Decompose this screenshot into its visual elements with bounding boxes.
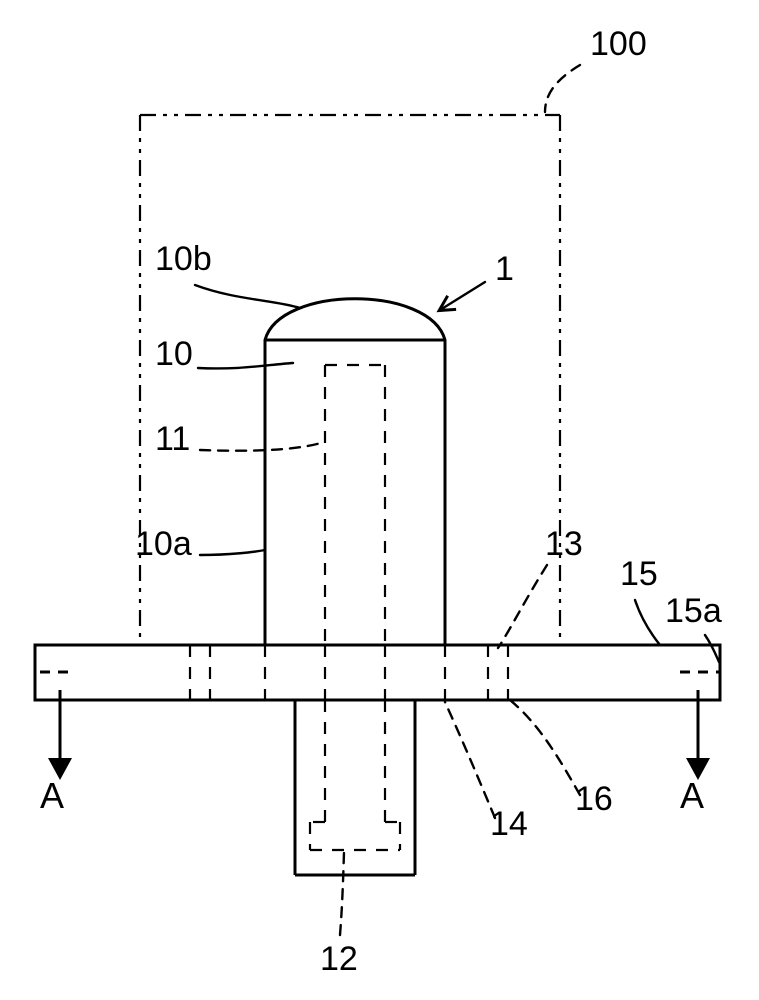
label-16: 16 bbox=[575, 780, 613, 818]
leader-14 bbox=[445, 702, 495, 818]
leader-11 bbox=[200, 442, 324, 451]
label-10: 10 bbox=[155, 335, 193, 373]
label-12: 12 bbox=[320, 940, 358, 978]
leader-10 bbox=[198, 363, 293, 368]
section-label-left: A bbox=[40, 775, 64, 816]
leader-100 bbox=[545, 65, 580, 112]
label-15: 15 bbox=[620, 555, 658, 593]
label-14: 14 bbox=[490, 805, 528, 843]
label-10b: 10b bbox=[155, 240, 212, 278]
label-10a: 10a bbox=[135, 525, 192, 563]
label-1: 1 bbox=[495, 250, 514, 288]
crossbar bbox=[35, 645, 720, 700]
leader-10a bbox=[200, 550, 265, 555]
leader-15a bbox=[705, 635, 719, 662]
leader-1 bbox=[440, 282, 485, 310]
leader-12 bbox=[340, 852, 344, 935]
label-15a: 15a bbox=[665, 592, 722, 630]
label-11: 11 bbox=[155, 420, 190, 458]
label-13: 13 bbox=[545, 525, 583, 563]
leader-10b bbox=[195, 285, 300, 308]
label-100: 100 bbox=[590, 25, 647, 63]
leader-13 bbox=[498, 565, 547, 648]
leader-15 bbox=[635, 600, 660, 645]
section-label-right: A bbox=[680, 775, 704, 816]
leader-16 bbox=[510, 700, 580, 795]
